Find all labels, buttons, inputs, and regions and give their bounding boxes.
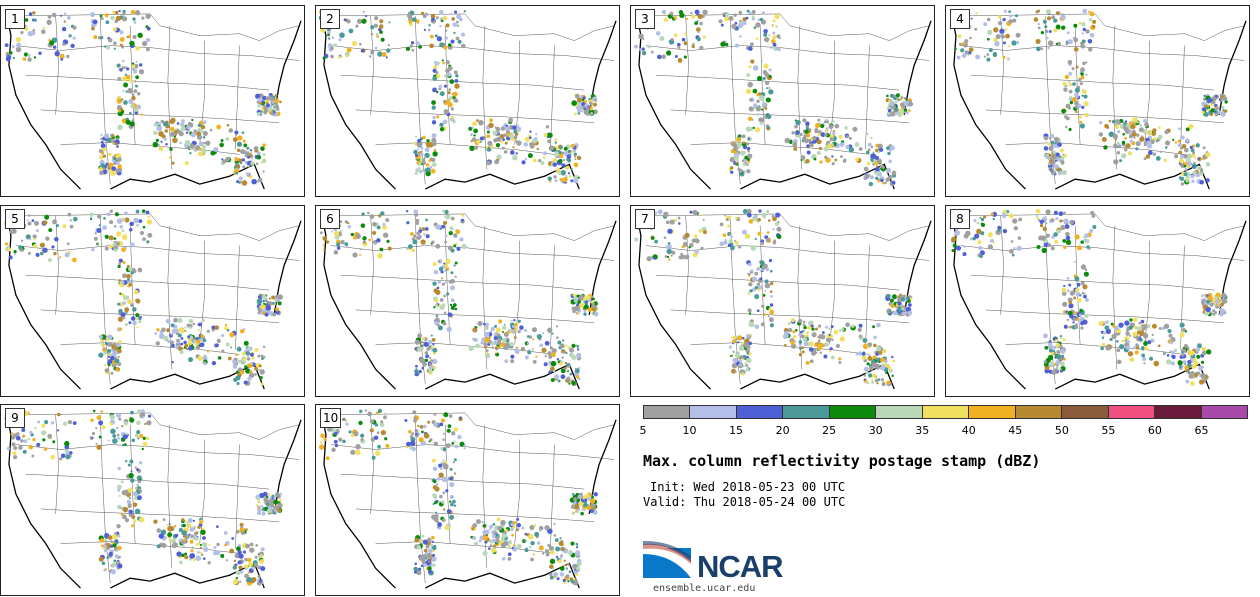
ensemble-member-panel: 6 [315, 205, 620, 397]
ensemble-member-panel: 9 [0, 404, 305, 596]
colorbar-swatch [1155, 406, 1202, 418]
member-number-label: 4 [950, 9, 970, 29]
colorbar-swatch [1201, 406, 1248, 418]
colorbar-swatch [829, 406, 877, 418]
reflectivity-map [4, 409, 302, 589]
member-number-label: 6 [320, 209, 340, 229]
member-number-label: 3 [635, 9, 655, 29]
colorbar-swatch [876, 406, 923, 418]
colorbar-tick: 10 [682, 424, 697, 437]
reflectivity-map [633, 9, 932, 190]
colorbar-swatch [690, 406, 737, 418]
member-number-label: 2 [320, 9, 340, 29]
ensemble-member-panel: 8 [945, 205, 1250, 397]
colorbar-swatch [1108, 406, 1156, 418]
ensemble-member-panel: 2 [315, 5, 620, 197]
ensemble-member-panel: 1 [0, 5, 305, 197]
ensemble-member-panel: 3 [630, 5, 935, 197]
member-number-label: 7 [635, 209, 655, 229]
colorbar-tick: 40 [961, 424, 976, 437]
ncar-logo-icon [643, 540, 691, 578]
colorbar-tick: 55 [1101, 424, 1116, 437]
ensemble-member-panel: 7 [630, 205, 935, 397]
colorbar-tick: 50 [1054, 424, 1069, 437]
member-number-label: 5 [5, 209, 25, 229]
colorbar-tick: 35 [915, 424, 930, 437]
ncar-logo-text: NCAR [697, 549, 784, 584]
reflectivity-map [634, 208, 932, 390]
colorbar-tick: 5 [639, 424, 647, 437]
ensemble-member-panel: 4 [945, 5, 1250, 197]
colorbar-tick: 65 [1194, 424, 1209, 437]
init-time: Init: Wed 2018-05-23 00 UTC [650, 480, 846, 494]
chart-title: Max. column reflectivity postage stamp (… [643, 452, 1041, 470]
reflectivity-map [4, 9, 302, 190]
reflectivity-map [318, 408, 617, 589]
colorbar-swatch [783, 406, 830, 418]
colorbar-tick: 20 [775, 424, 790, 437]
colorbar-swatch [736, 406, 784, 418]
ensemble-member-panel: 10 [315, 404, 620, 596]
colorbar-swatch [922, 406, 970, 418]
member-number-label: 8 [950, 209, 970, 229]
colorbar-tick: 45 [1008, 424, 1023, 437]
valid-time: Valid: Thu 2018-05-24 00 UTC [643, 495, 846, 509]
reflectivity-map [949, 208, 1247, 390]
member-number-label: 10 [320, 408, 342, 428]
colorbar-swatch [644, 406, 691, 418]
reflectivity-map [950, 8, 1247, 190]
reflectivity-colorbar [643, 405, 1248, 419]
colorbar-tick: 25 [822, 424, 837, 437]
colorbar-swatch [969, 406, 1016, 418]
reflectivity-map [319, 209, 617, 390]
colorbar-swatch [1015, 406, 1063, 418]
member-number-label: 1 [5, 9, 25, 29]
website-link[interactable]: ensemble.ucar.edu [653, 583, 756, 594]
colorbar-swatch [1062, 406, 1109, 418]
colorbar-tick: 30 [868, 424, 883, 437]
colorbar-tick: 60 [1147, 424, 1162, 437]
colorbar-tick: 15 [729, 424, 744, 437]
ensemble-member-panel: 5 [0, 205, 305, 397]
reflectivity-map [318, 9, 617, 190]
reflectivity-map [4, 209, 302, 390]
colorbar-tick-labels: 5 10 15 20 25 30 35 40 45 50 55 60 65 [639, 424, 1248, 440]
member-number-label: 9 [5, 408, 25, 428]
